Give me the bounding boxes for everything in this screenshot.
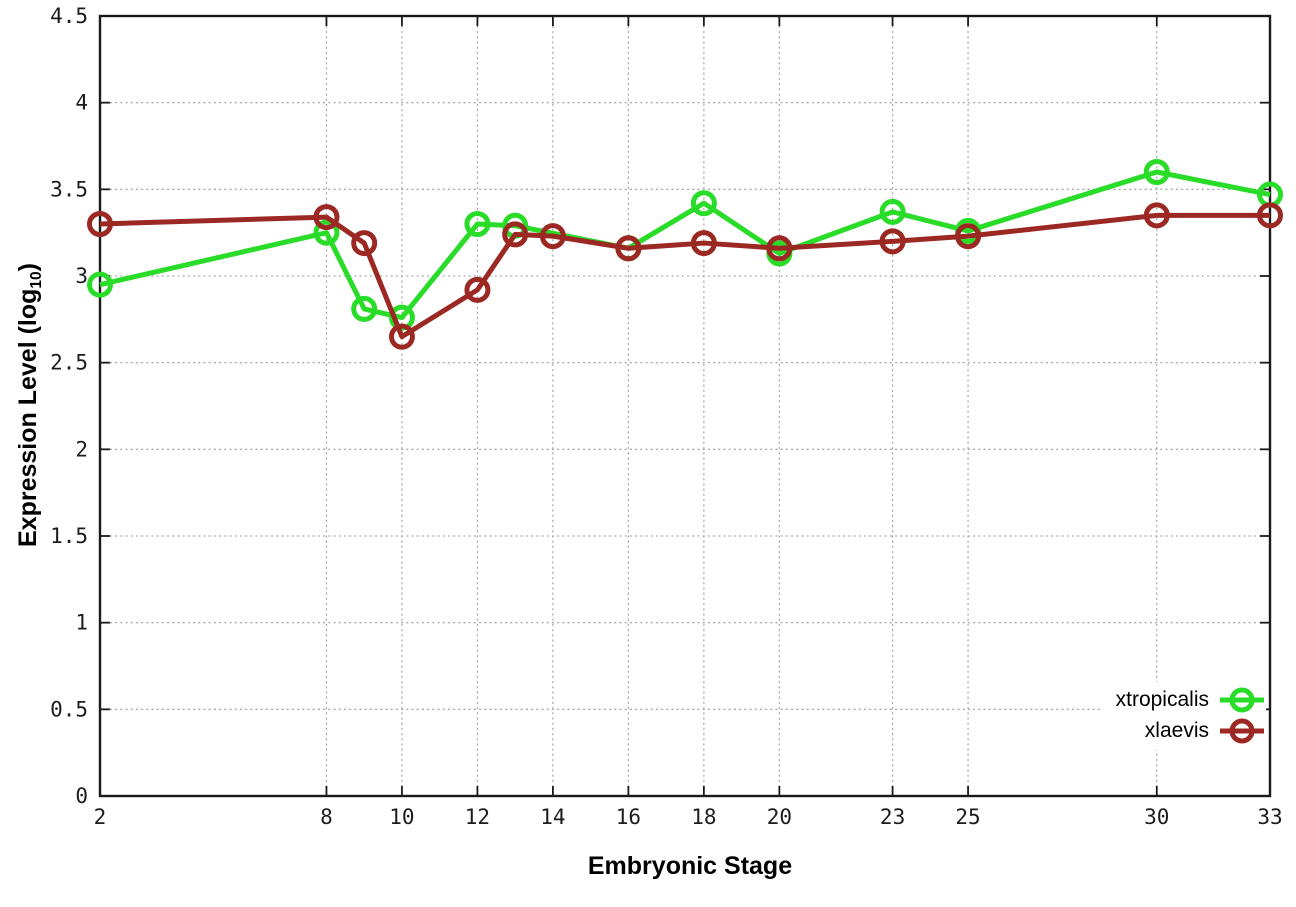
y-tick-label: 1.5 — [50, 524, 88, 548]
y-axis-title-suffix: ) — [14, 263, 43, 272]
data-point-xtropicalis — [464, 211, 491, 237]
data-point-xlaevis — [879, 228, 906, 255]
y-tick-label: 3.5 — [50, 177, 88, 201]
x-tick-label: 25 — [955, 805, 980, 829]
x-tick-label: 8 — [320, 805, 333, 829]
y-tick-label: 0.5 — [50, 697, 88, 721]
data-point-xlaevis — [766, 235, 793, 262]
x-tick-label: 14 — [540, 805, 565, 829]
y-axis-title-subscript: 10 — [27, 271, 45, 289]
y-tick-label: 0 — [75, 784, 88, 808]
legend-label: xtropicalis — [1115, 688, 1209, 711]
data-point-xlaevis — [388, 323, 415, 350]
data-point-xlaevis — [1257, 202, 1283, 229]
y-tick-label: 4.5 — [50, 4, 88, 28]
x-tick-label: 20 — [767, 805, 792, 829]
data-point-xlaevis — [502, 221, 529, 248]
legend-line-sample-icon — [1220, 687, 1264, 712]
grid — [99, 15, 1271, 797]
x-tick-label: 12 — [465, 805, 490, 829]
data-point-xtropicalis — [690, 190, 717, 217]
y-tick-label: 4 — [75, 91, 88, 115]
y-axis-title-text: Expression Level (log — [14, 288, 43, 547]
legend-entry-xlaevis: xlaevis — [1116, 715, 1266, 746]
data-point-xtropicalis — [313, 219, 340, 246]
y-axis-title: Expression Level (log10) — [14, 263, 46, 547]
data-point-xtropicalis — [87, 271, 113, 298]
data-point-xtropicalis — [1143, 159, 1170, 185]
data-point-xlaevis — [955, 223, 982, 250]
x-axis-title: Embryonic Stage — [587, 852, 793, 880]
y-tick-label: 3 — [75, 264, 88, 288]
data-point-xlaevis — [313, 204, 340, 231]
x-tick-label: 30 — [1144, 805, 1169, 829]
legend-entry-xtropicalis: xtropicalis — [1116, 684, 1266, 715]
x-tick-label: 33 — [1257, 805, 1282, 829]
x-tick-label: 2 — [94, 805, 107, 829]
data-point-xlaevis — [464, 276, 491, 303]
data-point-xtropicalis — [351, 295, 378, 322]
x-tick-label: 10 — [389, 805, 414, 829]
plot-border — [98, 14, 1272, 798]
legend-label: xlaevis — [1144, 719, 1209, 742]
tick-labels: 2 8 10 12 14 16 18 20 23 25 30 33 0 0.5 1 1.5 2 2.5 3 3.5 4 4… — [50, 4, 1283, 829]
data-point-xlaevis — [690, 230, 717, 257]
x-tick-label: 16 — [616, 805, 641, 829]
data-point-xlaevis — [1143, 202, 1170, 229]
y-tick-label: 1 — [75, 611, 88, 635]
data-point-xlaevis — [539, 223, 566, 250]
series-xlaevis — [87, 202, 1283, 350]
y-tick-label: 2.5 — [50, 351, 88, 375]
legend-line-sample-icon — [1220, 718, 1264, 743]
legend: xtropicalis xlaevis — [1099, 682, 1266, 750]
axis-ticks — [99, 15, 1271, 797]
x-tick-label: 23 — [880, 805, 905, 829]
x-tick-label: 18 — [691, 805, 716, 829]
data-point-xlaevis — [615, 235, 642, 262]
data-point-xlaevis — [351, 230, 378, 257]
data-point-xtropicalis — [879, 198, 906, 225]
data-point-xlaevis — [87, 211, 113, 237]
y-tick-label: 2 — [75, 437, 88, 461]
